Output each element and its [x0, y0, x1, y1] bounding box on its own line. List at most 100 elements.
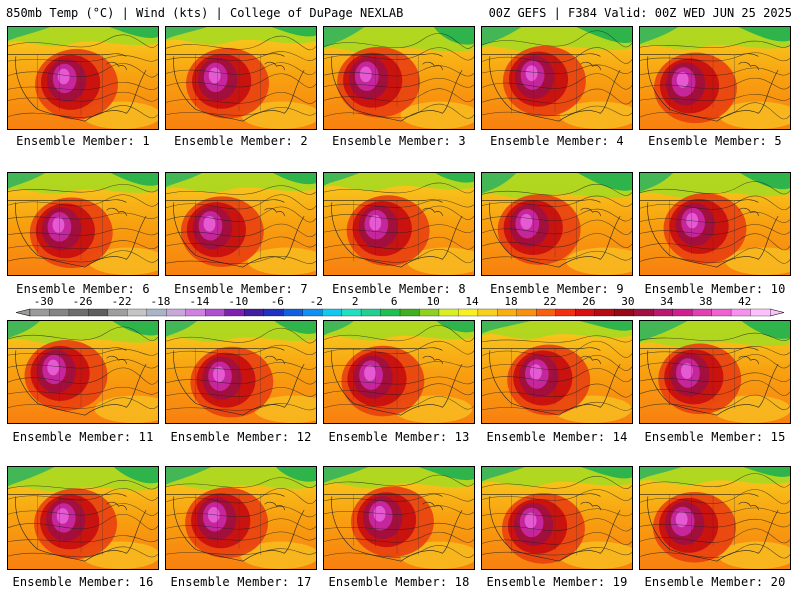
colorbar-swatch	[29, 308, 50, 317]
ensemble-map-panel	[7, 26, 159, 130]
colorbar-swatch	[283, 308, 304, 317]
colorbar-tick-label: -10	[228, 295, 248, 308]
ensemble-map-panel	[7, 172, 159, 276]
map-title: 850mb Temp (°C) | Wind (kts) | College o…	[6, 6, 404, 20]
colorbar-swatch	[730, 308, 751, 317]
colorbar-swatch	[438, 308, 459, 317]
ensemble-member-label: Ensemble Member: 16	[12, 575, 154, 589]
colorbar-swatch	[380, 308, 401, 317]
temperature-colorbar: -30 -26 -22 -18 -14 -10 -6 -2 2 6 10 14 18 22 26 30 34 38…	[15, 295, 785, 317]
ensemble-member-label: Ensemble Member: 6	[16, 282, 150, 296]
ensemble-map-panel	[639, 466, 791, 570]
temperature-map	[640, 27, 790, 129]
colorbar-swatch	[127, 308, 148, 317]
ensemble-map-panel	[639, 320, 791, 424]
colorbar-tick-label: -14	[189, 295, 209, 308]
ensemble-map-panel	[165, 26, 317, 130]
ensemble-member-label: Ensemble Member: 14	[486, 430, 628, 444]
ensemble-member-label: Ensemble Member: 1	[16, 134, 150, 148]
temperature-map	[324, 173, 474, 275]
colorbar-swatch	[107, 308, 128, 317]
colorbar-swatch	[516, 308, 537, 317]
colorbar-swatch	[672, 308, 693, 317]
colorbar-swatch	[185, 308, 206, 317]
ensemble-member-label: Ensemble Member: 11	[12, 430, 154, 444]
colorbar-swatch	[691, 308, 713, 317]
temperature-map	[640, 467, 790, 569]
temperature-map	[8, 27, 158, 129]
colorbar-swatch	[224, 308, 245, 317]
temperature-map	[166, 321, 316, 423]
colorbar-swatch	[477, 308, 498, 317]
ensemble-map-panel	[481, 26, 633, 130]
ensemble-map-panel	[7, 320, 159, 424]
colorbar-swatch	[321, 308, 343, 317]
colorbar-tick-label: 34	[660, 295, 674, 308]
ensemble-map-panel	[323, 26, 475, 130]
ensemble-member-label: Ensemble Member: 9	[490, 282, 624, 296]
ensemble-map-panel	[323, 466, 475, 570]
ensemble-member-label: Ensemble Member: 5	[648, 134, 782, 148]
temperature-map	[640, 173, 790, 275]
ensemble-map-panel	[639, 172, 791, 276]
colorbar-swatch	[536, 308, 557, 317]
ensemble-map-panel	[165, 466, 317, 570]
temperature-map	[324, 321, 474, 423]
ensemble-member-label: Ensemble Member: 3	[332, 134, 466, 148]
colorbar-tick-label: -26	[73, 295, 93, 308]
temperature-map	[482, 27, 632, 129]
colorbar-swatch	[653, 308, 674, 317]
colorbar-swatch	[497, 308, 518, 317]
colorbar-swatch	[146, 308, 167, 317]
ensemble-map-panel	[481, 172, 633, 276]
colorbar-tick-label: 30	[621, 295, 634, 308]
colorbar-swatch	[711, 308, 732, 317]
ensemble-member-label: Ensemble Member: 20	[644, 575, 786, 589]
ensemble-member-label: Ensemble Member: 13	[328, 430, 470, 444]
ensemble-member-label: Ensemble Member: 18	[328, 575, 470, 589]
temperature-map	[166, 173, 316, 275]
temperature-map	[166, 27, 316, 129]
ensemble-member-label: Ensemble Member: 8	[332, 282, 466, 296]
colorbar-tick-label: -6	[271, 295, 284, 308]
colorbar-swatch	[399, 308, 420, 317]
ensemble-member-label: Ensemble Member: 15	[644, 430, 786, 444]
ensemble-map-panel	[639, 26, 791, 130]
colorbar-tick-label: -22	[112, 295, 132, 308]
ensemble-member-label: Ensemble Member: 7	[174, 282, 308, 296]
colorbar-tick-label: 26	[582, 295, 595, 308]
colorbar-tick-label: 22	[543, 295, 556, 308]
colorbar-swatch	[575, 308, 596, 317]
ensemble-member-label: Ensemble Member: 2	[174, 134, 308, 148]
colorbar-tick-label: -30	[34, 295, 54, 308]
temperature-map	[324, 27, 474, 129]
colorbar-tick-label: 42	[738, 295, 751, 308]
colorbar-tick-label: 14	[465, 295, 479, 308]
temperature-map	[8, 467, 158, 569]
colorbar-swatch	[419, 308, 440, 317]
colorbar-tick-label: 18	[504, 295, 517, 308]
colorbar-arrow-left	[15, 308, 31, 317]
ensemble-member-label: Ensemble Member: 19	[486, 575, 628, 589]
colorbar-tick-label: 2	[352, 295, 359, 308]
ensemble-member-label: Ensemble Member: 17	[170, 575, 312, 589]
colorbar-swatch	[341, 308, 362, 317]
temperature-map	[640, 321, 790, 423]
colorbar-swatch	[633, 308, 654, 317]
colorbar-swatch	[88, 308, 109, 317]
temperature-map	[482, 173, 632, 275]
colorbar-swatch	[166, 308, 187, 317]
ensemble-map-panel	[481, 320, 633, 424]
colorbar-tick-label: -2	[310, 295, 323, 308]
run-info: 00Z GEFS | F384 Valid: 00Z WED JUN 25 20…	[488, 6, 792, 20]
ensemble-map-panel	[7, 466, 159, 570]
colorbar-swatch	[458, 308, 479, 317]
ensemble-map-panel	[165, 172, 317, 276]
ensemble-member-label: Ensemble Member: 10	[644, 282, 786, 296]
temperature-map	[324, 467, 474, 569]
colorbar-swatch	[360, 308, 381, 317]
colorbar-swatch	[594, 308, 615, 317]
colorbar-tick-label: 38	[699, 295, 712, 308]
colorbar-arrow-right	[769, 308, 785, 317]
temperature-map	[8, 173, 158, 275]
